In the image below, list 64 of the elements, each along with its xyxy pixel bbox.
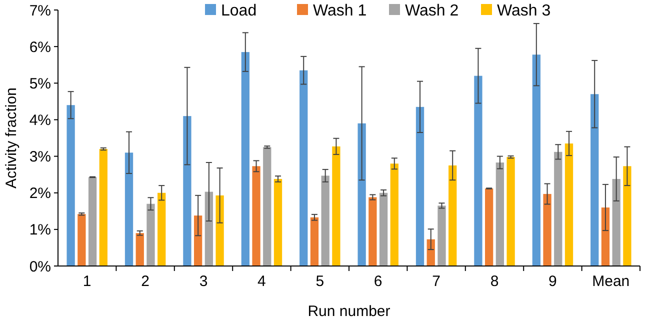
x-tick-label: 5	[316, 273, 324, 290]
bar	[484, 188, 494, 266]
y-tick-label: 2%	[29, 185, 51, 202]
y-tick-label: 3%	[29, 148, 51, 166]
bar	[124, 152, 134, 266]
y-tick-label: 6%	[29, 38, 51, 56]
legend-label: Wash 3	[497, 2, 551, 20]
bar	[146, 204, 155, 266]
bar	[496, 162, 504, 266]
bar	[310, 217, 319, 266]
x-tick-label: 3	[199, 273, 208, 290]
bar	[183, 116, 192, 266]
bar	[448, 165, 457, 266]
x-axis-title: Run number	[308, 303, 390, 320]
x-tick-label: 4	[258, 273, 266, 290]
bar	[506, 157, 515, 266]
y-axis-title: Activity fraction	[3, 88, 20, 188]
x-tick-label: 1	[82, 273, 92, 290]
bar	[194, 216, 202, 266]
x-tick-label: 7	[432, 273, 440, 290]
bar	[379, 192, 388, 266]
legend-label: Wash 2	[405, 2, 459, 20]
x-tick-label: 8	[490, 273, 499, 290]
y-tick-label: 5%	[29, 75, 51, 92]
bar	[623, 166, 632, 266]
bar	[590, 94, 599, 266]
bar	[252, 166, 260, 266]
bar	[66, 105, 75, 266]
bar	[368, 197, 377, 266]
y-tick-label: 1%	[29, 222, 51, 239]
bar	[241, 52, 250, 266]
bar	[136, 233, 144, 266]
legend-label: Wash 1	[313, 2, 367, 20]
bar	[99, 148, 108, 266]
bar	[158, 192, 166, 266]
bar	[358, 123, 366, 266]
bar	[601, 207, 610, 266]
x-tick-label: 9	[548, 273, 557, 290]
bar	[543, 194, 552, 266]
bar	[332, 146, 340, 266]
bar	[390, 164, 398, 266]
bar	[274, 178, 282, 266]
bar	[554, 152, 562, 266]
bar	[564, 143, 574, 266]
x-tick-label: 2	[141, 273, 150, 290]
bar	[321, 176, 330, 266]
bar	[532, 54, 540, 266]
bar	[612, 178, 620, 266]
y-tick-label: 4%	[29, 112, 51, 129]
y-tick-label: 7%	[29, 2, 51, 20]
bar	[263, 147, 272, 266]
bar	[426, 239, 435, 266]
legend-label: Load	[221, 2, 257, 20]
y-tick-label: 0%	[29, 258, 51, 276]
bar	[78, 214, 86, 266]
bar	[474, 76, 482, 266]
bar	[204, 192, 214, 266]
bar	[88, 177, 97, 266]
bar	[300, 70, 308, 266]
bar	[416, 106, 424, 266]
x-tick-label: Mean	[592, 273, 630, 290]
x-tick-label: 6	[374, 273, 382, 290]
bar	[216, 195, 224, 266]
bar	[438, 206, 446, 266]
